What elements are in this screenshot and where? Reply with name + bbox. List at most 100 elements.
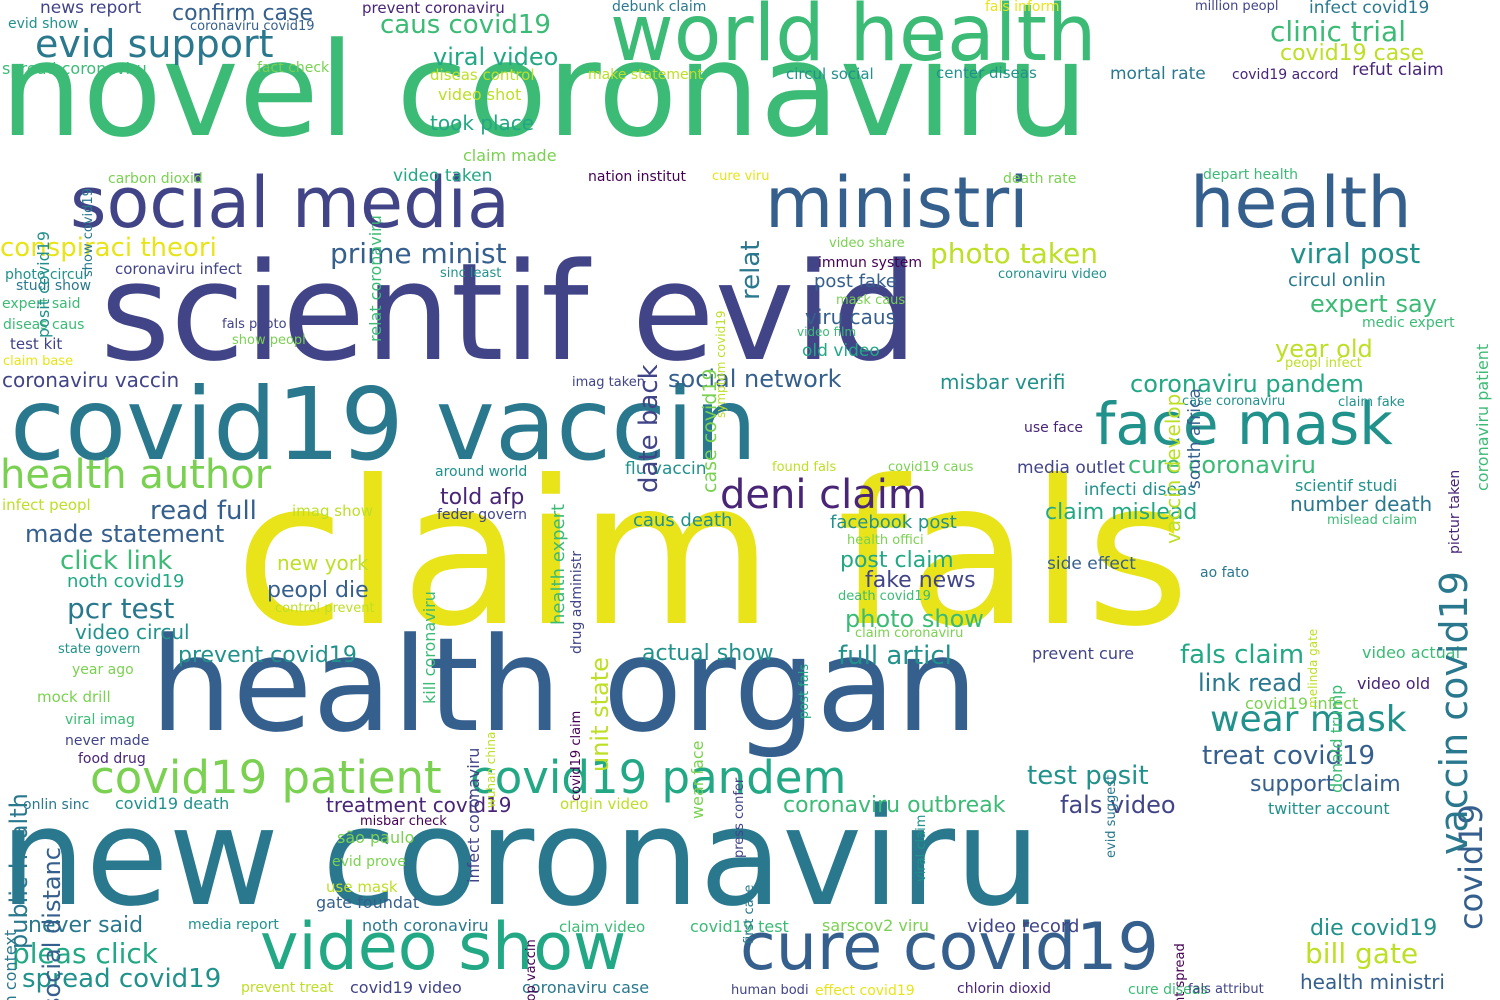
word-human-bodi: human bodi xyxy=(731,983,809,998)
word-video-shot: video shot xyxy=(438,85,522,104)
word-prevent-coronaviru: prevent coronaviru xyxy=(362,0,505,17)
word-south-africa: south africa xyxy=(1185,388,1205,489)
word-covid19-vaccin: covid19 vaccin xyxy=(10,366,758,483)
word-imag-show: imag show xyxy=(292,502,374,520)
word-fals-inform: fals inform xyxy=(985,0,1060,15)
word-face-mask: face mask xyxy=(1095,390,1393,458)
word-social-media: social media xyxy=(70,162,510,244)
word-center-diseas: center diseas xyxy=(936,64,1037,82)
word-donald-trump: donald trump xyxy=(1327,684,1346,793)
word-diseas-caus: diseas caus xyxy=(3,317,85,333)
word-food-drug: food drug xyxy=(78,751,146,767)
word-video-taken: video taken xyxy=(393,166,493,186)
word-flu-vaccin: flu vaccin xyxy=(625,459,707,479)
word-told-afp: told afp xyxy=(440,485,525,510)
word-studi-show: studi show xyxy=(16,278,92,294)
word-spread-coronaviru: spread coronaviru xyxy=(2,59,147,78)
word-video-show: video show xyxy=(260,910,627,985)
word-infect-peopl: infect peopl xyxy=(2,496,91,514)
word-cure-covid19: cure covid19 xyxy=(740,910,1159,985)
word-caus-covid19: caus covid19 xyxy=(380,10,551,40)
word-full-articl: full articl xyxy=(838,641,952,671)
word-circul-social: circul social xyxy=(786,65,874,83)
word-facebook-post: facebook post xyxy=(830,512,957,533)
word-world-health: world health xyxy=(610,0,1097,79)
word-relat: relat xyxy=(736,240,766,300)
word-diseas-control: diseas control xyxy=(430,66,535,84)
word-relat-coronaviru: relat coronaviru xyxy=(366,215,385,342)
word-prime-minist: prime minist xyxy=(330,237,507,270)
word-found-fals: found fals xyxy=(772,460,837,475)
word-coronaviru-case: coronaviru case xyxy=(522,978,650,997)
word-support-claim: support claim xyxy=(1250,772,1401,797)
word-photo-taken: photo taken xyxy=(930,237,1098,270)
word-covid19-test: covid19 test xyxy=(690,917,789,936)
word-claim-fake: claim fake xyxy=(1338,395,1405,410)
word-coronaviru-outbreak: coronaviru outbreak xyxy=(783,793,1006,818)
word-peopl-die: peopl die xyxy=(267,578,369,603)
word-claim-base: claim base xyxy=(3,354,74,369)
word-pictur-taken: pictur taken xyxy=(1447,469,1463,554)
word-treatment-covid19: treatment covid19 xyxy=(326,793,512,817)
word-die-covid19: die covid19 xyxy=(1310,916,1438,941)
word-misbar-check: misbar check xyxy=(360,814,447,829)
word-old-video: old video xyxy=(802,341,880,361)
word-fact-check: fact check xyxy=(257,60,330,76)
word-press-confer: press confer xyxy=(732,777,747,858)
word-covid19-accord: covid19 accord xyxy=(1232,67,1339,83)
word-noth-covid19: noth covid19 xyxy=(67,571,185,592)
word-kill-coronaviru: kill coronaviru xyxy=(420,591,439,704)
word-video-circul: video circul xyxy=(75,620,190,644)
word-use-face: use face xyxy=(1024,420,1084,436)
word-vaccin-develop: vaccin develop xyxy=(1161,393,1185,544)
word-make-statement: make statement xyxy=(588,67,703,83)
word-death-rate: death rate xyxy=(1003,171,1077,187)
word-claim-video: claim video xyxy=(559,918,646,936)
word-circul-onlin: circul onlin xyxy=(1288,270,1386,291)
word-photo-circul: photo circul xyxy=(5,267,88,283)
word-health-author: health author xyxy=(0,452,272,498)
word-death-covid19: death covid19 xyxy=(838,589,931,604)
word-media-report: media report xyxy=(188,917,279,933)
word-social-distanc: social distanc xyxy=(38,847,66,1000)
word-health: health xyxy=(1190,162,1412,244)
word-caus-death: caus death xyxy=(633,510,733,531)
word-health-ministri: health ministri xyxy=(1300,970,1445,994)
word-took-place: took place xyxy=(430,111,535,135)
word-bill-gate: bill gate xyxy=(1305,937,1419,970)
word-treat-covid19: treat covid19 xyxy=(1202,741,1376,771)
word-claim-coronaviru: claim coronaviru xyxy=(855,626,964,641)
word-drug-administr: drug administr xyxy=(569,550,585,654)
word-number-death: number death xyxy=(1290,492,1433,516)
word-wear-face: wear face xyxy=(688,740,707,819)
word-immun-system: immun system xyxy=(818,255,922,271)
word-gate-foundat: gate foundat xyxy=(316,893,420,912)
word-show-peopl: show peopl xyxy=(232,333,306,348)
word-million-peopl: million peopl xyxy=(1195,0,1279,14)
word-video-old: video old xyxy=(1357,674,1431,693)
word-covid19-patient: covid19 patient xyxy=(90,751,442,804)
word-depart-health: depart health xyxy=(1203,167,1298,183)
word-made-statement: made statement xyxy=(25,520,225,548)
word-use-mask: use mask xyxy=(326,878,398,896)
word-origin-video: origin video xyxy=(560,795,649,813)
word-new-york: new york xyxy=(277,551,369,575)
word-video-share: video share xyxy=(829,236,905,251)
word-fals-video: fals video xyxy=(1060,791,1176,819)
word-fals-claim: fals claim xyxy=(1180,640,1305,670)
word-covid19-pandem: covid19 pandem xyxy=(470,751,847,804)
word-melinda-gate: melinda gate xyxy=(1306,628,1320,708)
word-expert-say: expert say xyxy=(1310,290,1437,318)
word-scientif-studi: scientif studi xyxy=(1295,476,1398,495)
word-control-prevent: control prevent xyxy=(275,601,375,616)
word-cure-diseas: cure diseas xyxy=(1128,982,1208,998)
word-infect-covid19: infect covid19 xyxy=(1309,0,1430,18)
word-symptom-covid19: symptom covid19 xyxy=(714,310,728,418)
word-evid-suggest: evid suggest xyxy=(1104,774,1119,858)
word-chlorin-dioxid: chlorin dioxid xyxy=(957,981,1051,997)
word-prevent-treat: prevent treat xyxy=(241,980,334,996)
word-effect-covid19: effect covid19 xyxy=(815,983,915,999)
word-year-old: year old xyxy=(1275,335,1373,363)
word-pleas-click: pleas click xyxy=(12,937,158,970)
word-coronaviru-vaccin: coronaviru vaccin xyxy=(2,368,180,392)
